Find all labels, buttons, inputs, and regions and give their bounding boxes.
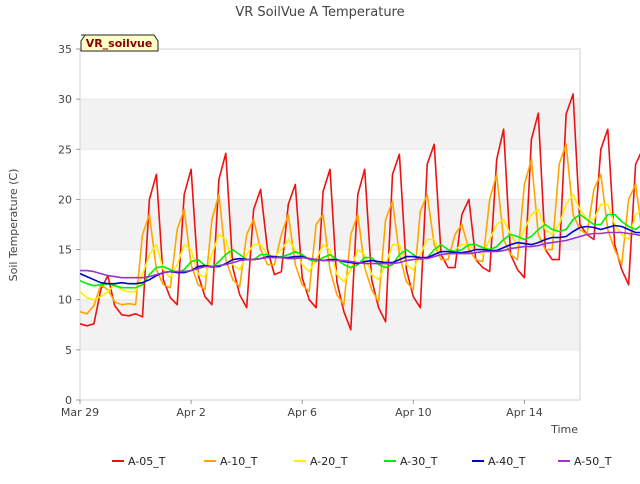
series-line-a-20-t xyxy=(79,193,640,301)
legend-item: A-40_T xyxy=(472,455,526,468)
station-label: VR_soilvue xyxy=(86,37,153,50)
y-tick-label: 10 xyxy=(58,294,72,307)
y-tick-label: 30 xyxy=(58,93,72,106)
series-line-a-05-t xyxy=(79,93,640,331)
x-tick-label: Apr 6 xyxy=(287,406,317,419)
x-tick-label: Apr 2 xyxy=(176,406,206,419)
series-line-a-10-t xyxy=(79,143,640,315)
station-label-box: VR_soilvue xyxy=(80,34,159,52)
y-axis-label: Soil Temperature (C) xyxy=(7,169,20,282)
legend-item: A-30_T xyxy=(384,455,438,468)
y-tick-label: 35 xyxy=(58,43,72,56)
station-label-shape xyxy=(80,34,159,52)
x-tick-label: Apr 14 xyxy=(506,406,543,419)
legend-label: A-20_T xyxy=(310,455,348,468)
x-axis-label: Time xyxy=(550,423,578,436)
legend-item: A-50_T xyxy=(558,455,612,468)
legend-label: A-40_T xyxy=(488,455,526,468)
series-line-a-50-t xyxy=(80,231,640,279)
grid-bands xyxy=(80,48,580,351)
legend-label: A-30_T xyxy=(400,455,438,468)
grid-band xyxy=(80,99,580,150)
x-tick-label: Apr 10 xyxy=(395,406,432,419)
legend-item: A-10_T xyxy=(204,455,258,468)
legend: A-05_T A-10_T A-20_T A-30_T A-40_T A-50_T xyxy=(112,455,612,468)
y-tick-label: 20 xyxy=(58,193,72,206)
chart-title: VR SoilVue A Temperature xyxy=(235,5,404,20)
legend-item: A-05_T xyxy=(112,455,166,468)
x-tick-label: Mar 29 xyxy=(61,406,99,419)
y-tick-label: 25 xyxy=(58,143,72,156)
y-tick-label: 15 xyxy=(58,244,72,257)
legend-label: A-50_T xyxy=(574,455,612,468)
x-axis: Mar 29 Apr 2 Apr 6 Apr 10 Apr 14 xyxy=(61,400,543,419)
series-layer xyxy=(79,93,640,331)
legend-label: A-05_T xyxy=(128,455,166,468)
legend-item: A-20_T xyxy=(294,455,348,468)
legend-label: A-10_T xyxy=(220,455,258,468)
grid-band xyxy=(80,299,580,350)
series-line-a-30-t xyxy=(79,213,640,289)
y-axis: 0 5 10 15 20 25 30 35 xyxy=(58,43,80,407)
y-tick-label: 0 xyxy=(65,394,72,407)
y-tick-label: 5 xyxy=(65,344,72,357)
